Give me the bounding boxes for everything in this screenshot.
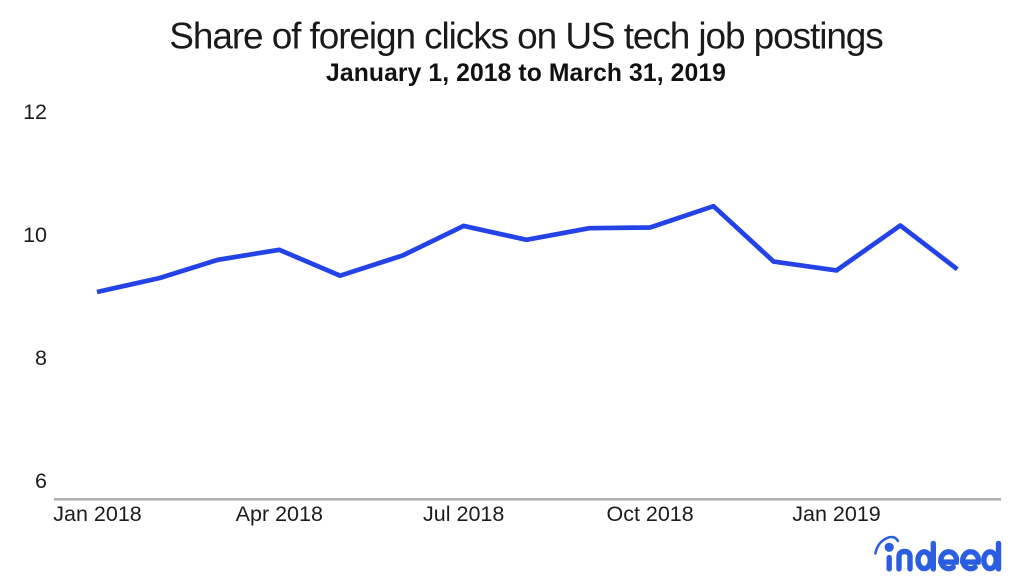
svg-text:10: 10 [23, 223, 47, 247]
svg-text:12: 12 [23, 100, 47, 124]
svg-text:Oct 2018: Oct 2018 [606, 502, 693, 526]
svg-text:Jan 2019: Jan 2019 [792, 502, 880, 526]
svg-text:8: 8 [35, 346, 47, 370]
svg-text:January 1, 2018 to March 31, 2: January 1, 2018 to March 31, 2019 [326, 60, 726, 87]
svg-text:Share of foreign clicks on US: Share of foreign clicks on US tech job p… [169, 16, 883, 57]
svg-text:Apr 2018: Apr 2018 [236, 502, 323, 526]
svg-text:6: 6 [35, 469, 47, 493]
svg-text:Jan 2018: Jan 2018 [53, 502, 142, 526]
svg-text:Jul 2018: Jul 2018 [423, 502, 504, 526]
